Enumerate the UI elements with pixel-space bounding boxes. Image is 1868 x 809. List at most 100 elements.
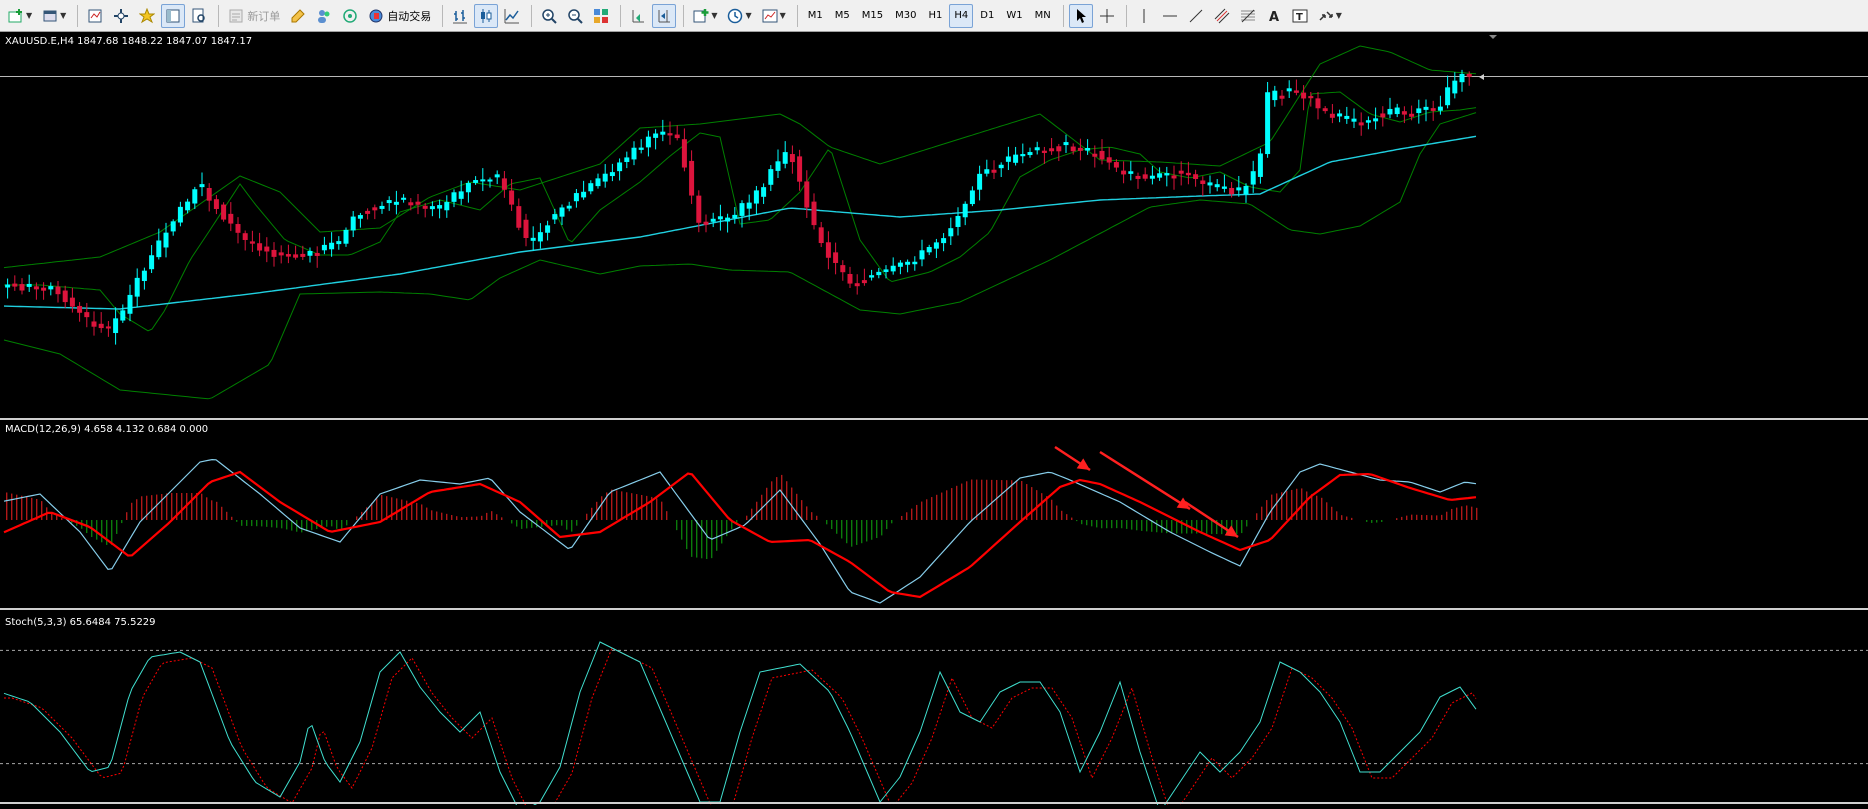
candle-body (1128, 171, 1134, 174)
timeframe-d1-button[interactable]: D1 (980, 10, 995, 21)
macd-histogram-bar (1066, 514, 1068, 520)
timeframe-m1-button[interactable]: M1 (807, 10, 823, 21)
bar-chart-button[interactable] (448, 4, 472, 28)
new-order-button[interactable]: 新订单 (224, 4, 284, 28)
auto-trading-button[interactable]: 自动交易 (364, 4, 435, 28)
crosshair-tool-button[interactable] (1095, 4, 1119, 28)
macd-histogram-bar (1211, 520, 1213, 534)
metaeditor-button[interactable] (286, 4, 310, 28)
candle-body (393, 201, 399, 205)
bollinger-upper-band (3, 45, 1477, 269)
candle-body (681, 139, 687, 168)
stochastic-panel[interactable]: Stoch(5,3,3) 65.6484 75.5229 (0, 617, 1868, 809)
timeframe-mn-button[interactable]: MN (1034, 10, 1051, 21)
trendline-button[interactable] (1184, 4, 1208, 28)
line-chart-button[interactable] (500, 4, 524, 28)
indicators-button[interactable]: ▼ (689, 4, 721, 28)
profiles-button[interactable]: ▼ (38, 4, 70, 28)
macd-histogram-bar (231, 516, 233, 520)
navigator-button[interactable] (135, 4, 159, 28)
candle-body (1430, 108, 1436, 111)
candle-body (1466, 73, 1472, 77)
new-chart-button[interactable]: ▼ (4, 4, 36, 28)
macd-histogram-bar (446, 513, 448, 520)
timeframe-h4-button[interactable]: H4 (949, 3, 974, 28)
macd-histogram-bar (366, 507, 368, 520)
zoom-in-button[interactable] (537, 4, 561, 28)
macd-histogram-bar (1416, 514, 1418, 520)
macd-histogram-bar (241, 520, 243, 526)
new-chart-icon (8, 8, 22, 22)
macd-histogram-bar (466, 516, 468, 520)
candlestick-button[interactable] (474, 3, 499, 28)
periods-button[interactable]: ▼ (723, 4, 755, 28)
text-label-button[interactable]: T (1288, 4, 1312, 28)
chart-shift-button[interactable] (652, 3, 677, 28)
macd-histogram-bar (1041, 493, 1043, 520)
timeframe-m15-button[interactable]: M15 (861, 10, 884, 21)
candle-body (1380, 113, 1386, 118)
macd-histogram-bar (956, 485, 958, 520)
candle-body (1157, 173, 1163, 178)
candle-body (746, 202, 752, 209)
annotation-arrowhead-icon (1176, 497, 1190, 509)
arrows-button[interactable]: ▼ (1314, 4, 1346, 28)
candle-body (1085, 147, 1091, 151)
timeframe-group: M1 M5 M15 M30 H1 H4 D1 W1 MN (803, 3, 1058, 28)
fibonacci-button[interactable] (1236, 4, 1260, 28)
candle-body (717, 216, 723, 220)
chart-canvas[interactable]: XAUUSD.E,H4 1847.68 1848.22 1847.07 1847… (0, 32, 1868, 809)
candle-body (674, 134, 680, 139)
templates-button[interactable]: ▼ (758, 4, 790, 28)
horizontal-line-button[interactable] (1158, 4, 1182, 28)
macd-histogram-bar (706, 520, 708, 560)
candle-body (602, 173, 608, 182)
autoscroll-button[interactable] (626, 4, 650, 28)
macd-histogram-bar (1171, 520, 1173, 534)
candle-body (1171, 175, 1177, 179)
signals-button[interactable] (338, 4, 362, 28)
macd-histogram-bar (156, 494, 158, 520)
fibonacci-icon (1240, 9, 1255, 22)
macd-histogram-bar (501, 517, 503, 520)
community-button[interactable] (312, 4, 336, 28)
timeframe-m30-button[interactable]: M30 (895, 10, 917, 21)
macd-histogram-bar (941, 492, 943, 520)
candle-body (84, 312, 90, 318)
macd-histogram-bar (1421, 514, 1423, 520)
candle-body (264, 246, 270, 252)
macd-histogram-bar (756, 501, 758, 520)
candle-body (1049, 148, 1055, 152)
vertical-line-button[interactable] (1132, 4, 1156, 28)
equidistant-channel-button[interactable] (1210, 4, 1234, 28)
timeframe-m5-button[interactable]: M5 (834, 10, 850, 21)
chart-window[interactable]: XAUUSD.E,H4 1847.68 1848.22 1847.07 1847… (0, 32, 1868, 809)
timeframe-w1-button[interactable]: W1 (1006, 10, 1023, 21)
macd-histogram-bar (431, 510, 433, 520)
candle-body (487, 179, 493, 182)
strategy-tester-button[interactable] (187, 4, 211, 28)
tile-windows-button[interactable] (589, 4, 613, 28)
macd-histogram-bar (531, 520, 533, 528)
zoom-out-button[interactable] (563, 4, 587, 28)
data-window-button[interactable] (109, 4, 133, 28)
text-button[interactable]: A (1262, 4, 1286, 28)
macd-panel[interactable]: MACD(12,26,9) 4.658 4.132 0.684 0.000 (3, 424, 1478, 604)
macd-histogram-bar (826, 520, 828, 525)
terminal-button[interactable] (161, 3, 186, 28)
candle-body (732, 214, 738, 219)
channel-icon (1214, 8, 1230, 23)
macd-histogram-bar (126, 512, 128, 520)
candle-body (804, 181, 810, 208)
macd-header: MACD(12,26,9) 4.658 4.132 0.684 0.000 (5, 424, 208, 435)
timeframe-h1-button[interactable]: H1 (928, 10, 943, 21)
market-watch-button[interactable] (83, 4, 107, 28)
bollinger-middle-band (4, 91, 1477, 332)
cursor-tool-button[interactable] (1068, 3, 1093, 28)
macd-histogram-bar (56, 515, 58, 520)
main-price-panel[interactable]: XAUUSD.E,H4 1847.68 1848.22 1847.07 1847… (0, 32, 1868, 418)
candle-body (1013, 154, 1019, 163)
vertical-line-icon (1143, 8, 1145, 23)
macd-histogram-bar (1271, 494, 1273, 520)
candle-body (696, 195, 702, 223)
